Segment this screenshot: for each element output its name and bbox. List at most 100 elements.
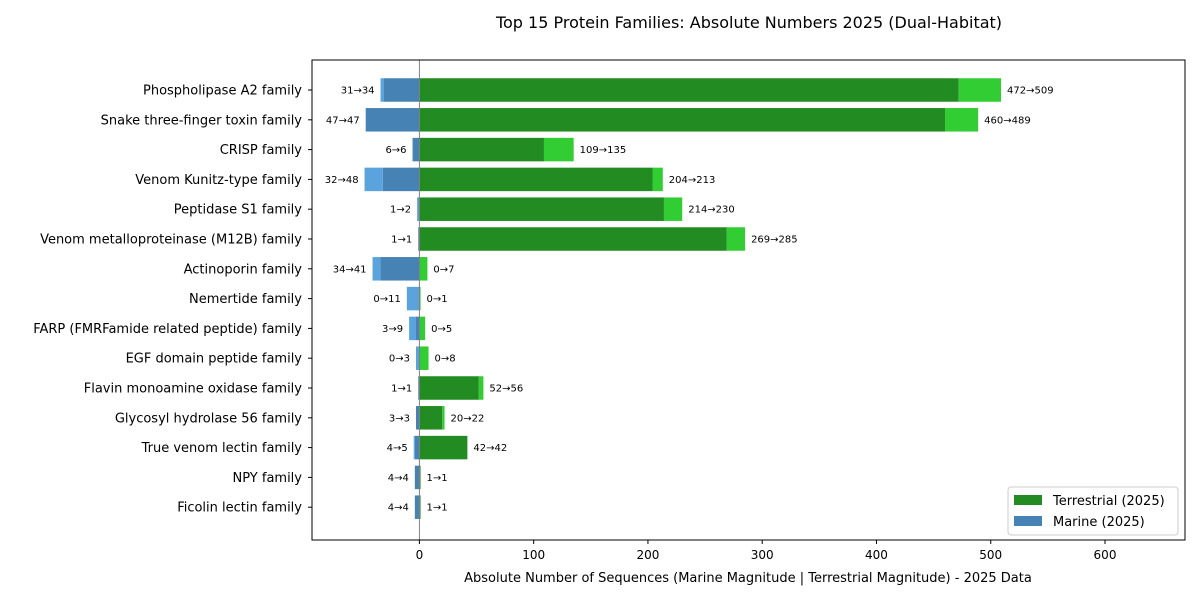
terrestrial-value-label: 269→285 [751, 235, 798, 246]
legend-box [1007, 486, 1179, 536]
marine-bar-base [383, 78, 420, 102]
terrestrial-bar-growth [478, 376, 484, 400]
marine-value-label: 0→11 [373, 294, 400, 305]
terrestrial-value-label: 1→1 [427, 503, 448, 514]
marine-value-label: 31→34 [341, 86, 375, 97]
category-label: Actinoporin family [184, 262, 303, 277]
marine-bar-growth [415, 346, 420, 370]
terrestrial-value-label: 20→22 [451, 413, 485, 424]
x-tick-label: 500 [979, 548, 1002, 562]
terrestrial-value-label: 42→42 [473, 443, 507, 454]
x-axis-label: Absolute Number of Sequences (Marine Mag… [464, 571, 1032, 586]
marine-bar-base [414, 495, 420, 519]
marine-bar-base [418, 197, 420, 221]
x-tick-label: 300 [751, 548, 774, 562]
marine-bar-base [414, 435, 420, 460]
marine-bar-growth [372, 257, 381, 281]
legend-swatch [1014, 495, 1042, 505]
terrestrial-value-label: 0→8 [435, 354, 456, 365]
marine-value-label: 0→3 [389, 354, 410, 365]
terrestrial-bar-growth [543, 137, 574, 162]
terrestrial-value-label: 52→56 [489, 384, 523, 395]
marine-bar-base [380, 257, 420, 281]
marine-bar-growth [364, 167, 383, 192]
terrestrial-bar-growth [945, 108, 979, 132]
terrestrial-bar-growth [419, 286, 421, 311]
legend: Terrestrial (2025) Marine (2025) [1007, 486, 1179, 536]
marine-value-label: 3→3 [389, 413, 410, 424]
terrestrial-bar-growth [419, 316, 426, 341]
terrestrial-value-label: 472→509 [1007, 86, 1054, 97]
terrestrial-bar-base [419, 137, 544, 162]
terrestrial-value-label: 214→230 [688, 205, 735, 216]
category-label: Venom Kunitz-type family [135, 173, 302, 188]
axes-frame [311, 59, 1186, 541]
terrestrial-bar-base [419, 465, 421, 490]
marine-value-label: 4→5 [387, 443, 408, 454]
terrestrial-value-label: 1→1 [427, 473, 448, 484]
terrestrial-bar-base [419, 167, 653, 192]
terrestrial-value-label: 0→7 [433, 264, 454, 275]
terrestrial-bar-base [419, 495, 421, 519]
terrestrial-bar-growth [442, 406, 445, 430]
category-label: EGF domain peptide family [126, 352, 303, 367]
category-label: Flavin monoamine oxidase family [84, 382, 303, 397]
terrestrial-bar-growth [726, 227, 746, 251]
terrestrial-bar-growth [958, 78, 1002, 102]
terrestrial-bar-base [419, 78, 959, 102]
category-label: Venom metalloproteinase (M12B) family [40, 233, 302, 248]
marine-bar-growth [406, 286, 420, 311]
legend-swatch [1014, 516, 1042, 526]
marine-bar-base [382, 167, 420, 192]
terrestrial-value-label: 109→135 [580, 145, 627, 156]
category-label: True venom lectin family [141, 441, 303, 456]
legend-label: Terrestrial (2025) [1052, 494, 1165, 509]
marine-value-label: 3→9 [382, 324, 403, 335]
terrestrial-value-label: 0→5 [431, 324, 452, 335]
marine-bar-base [414, 465, 420, 490]
category-label: Glycosyl hydrolase 56 family [115, 411, 302, 426]
terrestrial-bar-growth [419, 346, 429, 370]
marine-value-label: 1→1 [391, 384, 412, 395]
terrestrial-bar-base [419, 227, 727, 251]
marine-bar-base [415, 406, 420, 430]
marine-value-label: 4→4 [388, 473, 409, 484]
terrestrial-bar-base [419, 197, 664, 221]
marine-bar-base [412, 137, 420, 162]
category-label: CRISP family [220, 143, 303, 158]
marine-bar-base [365, 108, 420, 132]
x-tick-label: 100 [522, 548, 545, 562]
marine-value-label: 47→47 [326, 115, 360, 126]
marine-bar-growth [417, 197, 419, 221]
terrestrial-bar-growth [419, 257, 428, 281]
terrestrial-value-label: 0→1 [427, 294, 448, 305]
category-label: FARP (FMRFamide related peptide) family [33, 322, 302, 337]
marine-value-label: 1→2 [390, 205, 411, 216]
category-label: Peptidase S1 family [174, 203, 303, 218]
plot-area: 472→509 31→34 Phospholipase A2 family 460→4… [33, 59, 1186, 562]
x-tick-label: 0 [416, 548, 424, 562]
x-tick-label: 200 [636, 548, 659, 562]
marine-bar-growth [409, 316, 416, 341]
chart-title: Top 15 Protein Families: Absolute Number… [495, 13, 1002, 32]
marine-value-label: 34→41 [333, 264, 367, 275]
marine-bar-growth [380, 78, 384, 102]
marine-value-label: 32→48 [325, 175, 359, 186]
category-label: NPY family [233, 471, 303, 486]
category-label: Nemertide family [189, 292, 302, 307]
terrestrial-bar-base [419, 376, 479, 400]
legend-label: Marine (2025) [1053, 515, 1145, 530]
marine-value-label: 4→4 [388, 503, 409, 514]
terrestrial-bar-base [419, 406, 443, 430]
marine-bar-base [418, 227, 420, 251]
category-label: Ficolin lectin family [177, 501, 302, 516]
marine-bar-base [415, 316, 420, 341]
marine-bar-base [418, 376, 420, 400]
terrestrial-bar-growth [663, 197, 683, 221]
marine-value-label: 6→6 [385, 145, 406, 156]
marine-value-label: 1→1 [391, 235, 412, 246]
terrestrial-bar-base [419, 435, 468, 460]
x-tick-label: 600 [1094, 548, 1117, 562]
terrestrial-value-label: 204→213 [669, 175, 716, 186]
